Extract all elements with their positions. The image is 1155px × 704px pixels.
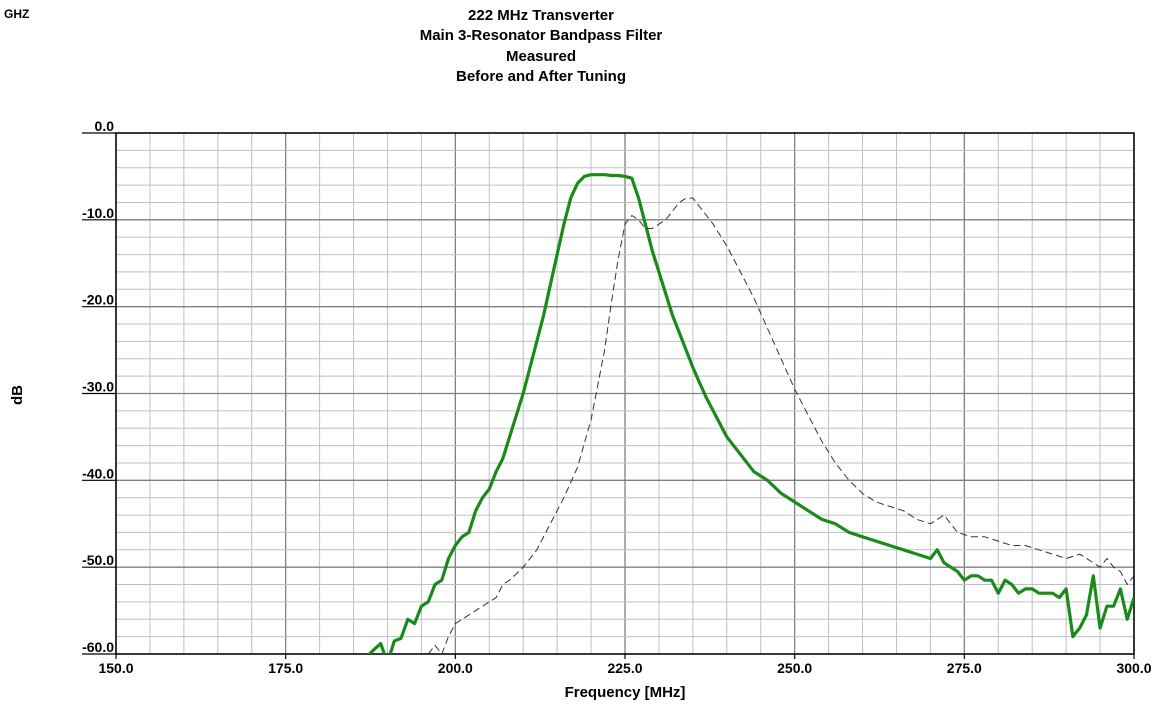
x-tick-label: 175.0	[268, 660, 303, 676]
y-axis-label: dB	[9, 385, 26, 405]
y-tick-label: -50.0	[82, 552, 114, 568]
chart-title-line-4: Before and After Tuning	[456, 68, 626, 85]
corner-unit-label: GHZ	[4, 7, 29, 21]
plot-series	[367, 173, 1134, 654]
y-tick-label: -10.0	[82, 205, 114, 221]
series-line-after-tuning	[367, 173, 1134, 654]
y-tick-label: 0.0	[95, 118, 115, 134]
x-tick-label: 300.0	[1116, 660, 1151, 676]
x-tick-label: 150.0	[98, 660, 133, 676]
x-tick-label: 200.0	[438, 660, 473, 676]
plot-grid	[115, 132, 1135, 655]
chart-title-line-3: Measured	[506, 48, 576, 65]
chart-title-line-1: 222 MHz Transverter	[468, 7, 614, 24]
y-tick-label: -40.0	[82, 465, 114, 481]
x-tick-label: 250.0	[777, 660, 812, 676]
y-tick-label: -20.0	[82, 292, 114, 308]
x-axis-label: Frequency [MHz]	[565, 684, 686, 701]
y-tick-label: -30.0	[82, 379, 114, 395]
series-line-before-tuning	[427, 197, 1134, 654]
chart-title: 222 MHz Transverter Main 3-Resonator Ban…	[420, 7, 663, 85]
x-tick-label: 275.0	[947, 660, 982, 676]
y-tick-label: -60.0	[82, 639, 114, 655]
chart-title-line-2: Main 3-Resonator Bandpass Filter	[420, 27, 663, 44]
y-axis-ticks: 0.0 -10.0 -20.0 -30.0 -40.0 -50.0 -60.0	[82, 118, 116, 655]
x-axis-ticks: 150.0 175.0 200.0 225.0 250.0 275.0 300.0	[98, 654, 1152, 676]
x-tick-label: 225.0	[607, 660, 642, 676]
